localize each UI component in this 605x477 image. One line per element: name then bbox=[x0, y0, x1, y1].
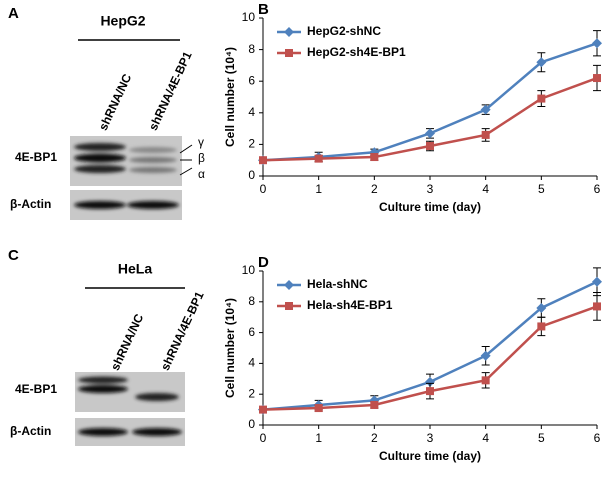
panel-label: A bbox=[8, 5, 19, 22]
bands bbox=[74, 143, 177, 173]
y-tick-label: 10 bbox=[242, 10, 256, 24]
legend-marker bbox=[285, 302, 293, 310]
row-label: 4E-BP1 bbox=[15, 150, 57, 164]
y-axis-label: Cell number (10⁴) bbox=[223, 298, 237, 398]
x-tick-label: 1 bbox=[315, 182, 322, 196]
bands bbox=[78, 376, 179, 401]
x-tick-label: 4 bbox=[482, 182, 489, 196]
x-tick-label: 2 bbox=[371, 431, 378, 445]
legend-label: Hela-shNC bbox=[307, 277, 368, 291]
x-axis-label: Culture time (day) bbox=[379, 200, 481, 214]
isoform-tick bbox=[179, 167, 193, 176]
marker bbox=[537, 94, 546, 103]
marker bbox=[314, 154, 323, 163]
y-tick-label: 8 bbox=[248, 42, 255, 56]
y-tick-label: 4 bbox=[248, 105, 255, 119]
x-axis-label: Culture time (day) bbox=[379, 449, 481, 463]
panel-label: D bbox=[258, 254, 269, 271]
x-tick-label: 1 bbox=[315, 431, 322, 445]
x-tick-label: 4 bbox=[482, 431, 489, 445]
legend-marker bbox=[284, 27, 294, 37]
y-axis-label: Cell number (10⁴) bbox=[223, 47, 237, 147]
marker bbox=[426, 141, 434, 150]
cell-line: HeLa bbox=[118, 261, 152, 277]
marker bbox=[592, 276, 602, 287]
marker bbox=[426, 387, 434, 396]
lane-label: shRNA/4E-BP1 bbox=[158, 289, 207, 373]
y-tick-label: 2 bbox=[248, 386, 255, 400]
marker bbox=[314, 404, 323, 413]
marker bbox=[480, 104, 491, 115]
bands bbox=[78, 428, 182, 436]
legend-label: Hela-sh4E-BP1 bbox=[307, 298, 393, 312]
x-tick-label: 0 bbox=[260, 182, 267, 196]
x-tick-label: 2 bbox=[371, 182, 378, 196]
marker bbox=[425, 128, 435, 139]
row-label: β-Actin bbox=[10, 424, 51, 438]
y-tick-label: 6 bbox=[248, 73, 255, 87]
marker bbox=[593, 302, 601, 311]
marker bbox=[481, 130, 490, 139]
isoform-label: β bbox=[198, 151, 205, 165]
marker bbox=[536, 57, 547, 68]
x-tick-label: 5 bbox=[538, 431, 545, 445]
panel-label: B bbox=[258, 1, 269, 18]
cell-line: HepG2 bbox=[100, 13, 145, 29]
marker bbox=[537, 322, 546, 331]
isoform-label: γ bbox=[198, 135, 204, 149]
panel-label: C bbox=[8, 247, 19, 264]
x-tick-label: 6 bbox=[594, 431, 601, 445]
legend-marker bbox=[285, 49, 293, 57]
marker bbox=[481, 376, 490, 385]
y-tick-label: 0 bbox=[248, 168, 255, 182]
x-tick-label: 0 bbox=[260, 431, 267, 445]
x-tick-label: 3 bbox=[427, 182, 434, 196]
marker bbox=[425, 376, 435, 387]
marker bbox=[259, 405, 267, 414]
marker bbox=[592, 38, 602, 49]
row-label: 4E-BP1 bbox=[15, 382, 57, 396]
isoform-label: α bbox=[198, 167, 205, 181]
x-tick-label: 3 bbox=[427, 431, 434, 445]
row-label: β-Actin bbox=[10, 197, 51, 211]
bands bbox=[74, 201, 179, 209]
x-tick-label: 6 bbox=[594, 182, 601, 196]
y-tick-label: 2 bbox=[248, 137, 255, 151]
legend-label: HepG2-sh4E-BP1 bbox=[307, 45, 406, 59]
legend-marker bbox=[284, 280, 294, 290]
y-tick-label: 4 bbox=[248, 356, 255, 370]
y-tick-label: 6 bbox=[248, 325, 255, 339]
marker bbox=[593, 74, 601, 83]
lane-label: shRNA/NC bbox=[96, 71, 134, 132]
legend-label: HepG2-shNC bbox=[307, 24, 381, 38]
y-tick-label: 10 bbox=[242, 263, 256, 277]
marker bbox=[480, 350, 491, 361]
isoform-tick bbox=[179, 144, 193, 154]
lane-label: shRNA/NC bbox=[108, 311, 146, 372]
x-tick-label: 5 bbox=[538, 182, 545, 196]
marker bbox=[370, 400, 379, 409]
marker bbox=[370, 153, 379, 162]
y-tick-label: 0 bbox=[248, 417, 255, 431]
lane-label: shRNA/4E-BP1 bbox=[146, 49, 195, 133]
marker bbox=[536, 302, 547, 313]
marker bbox=[259, 156, 267, 165]
y-tick-label: 8 bbox=[248, 294, 255, 308]
